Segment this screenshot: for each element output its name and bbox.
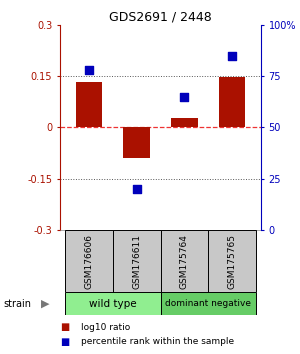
Bar <box>208 230 256 292</box>
Point <box>86 67 91 73</box>
Text: ▶: ▶ <box>40 298 49 309</box>
Bar <box>65 292 160 315</box>
Text: GSM175764: GSM175764 <box>180 234 189 289</box>
Bar <box>160 292 256 315</box>
Bar <box>65 230 112 292</box>
Title: GDS2691 / 2448: GDS2691 / 2448 <box>109 11 212 24</box>
Text: GSM176606: GSM176606 <box>84 234 93 289</box>
Point <box>134 186 139 192</box>
Bar <box>160 230 208 292</box>
Text: percentile rank within the sample: percentile rank within the sample <box>81 337 234 346</box>
Text: wild type: wild type <box>89 298 136 309</box>
Text: GSM176611: GSM176611 <box>132 234 141 289</box>
Bar <box>219 77 245 127</box>
Text: GSM175765: GSM175765 <box>228 234 237 289</box>
Point <box>230 53 235 58</box>
Text: dominant negative: dominant negative <box>165 299 251 308</box>
Text: ■: ■ <box>60 322 69 332</box>
Text: log10 ratio: log10 ratio <box>81 323 130 332</box>
Bar <box>76 82 102 127</box>
Text: strain: strain <box>3 298 31 309</box>
Text: ■: ■ <box>60 337 69 347</box>
Point <box>182 94 187 99</box>
Bar <box>171 118 198 127</box>
Bar <box>112 230 160 292</box>
Bar <box>123 127 150 158</box>
